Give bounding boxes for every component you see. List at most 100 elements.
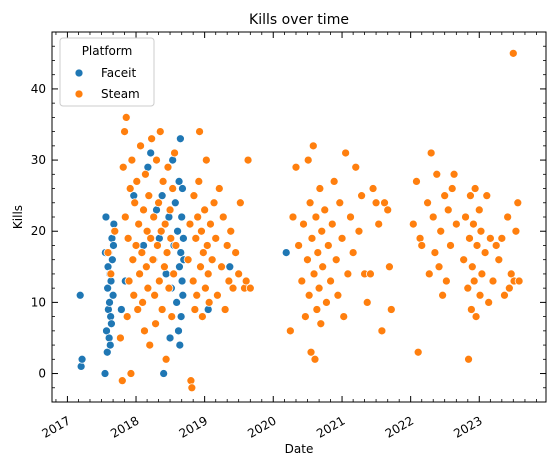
data-point xyxy=(146,233,156,243)
data-point xyxy=(234,269,244,279)
chart-title: Kills over time xyxy=(249,12,349,28)
data-point xyxy=(170,148,179,158)
data-point xyxy=(146,148,156,158)
data-point xyxy=(362,298,372,307)
data-point xyxy=(207,255,217,265)
data-point xyxy=(164,212,174,222)
data-point xyxy=(75,290,85,300)
data-point xyxy=(122,312,132,321)
data-point xyxy=(331,255,341,265)
data-point xyxy=(185,219,195,229)
legend-marker-steam xyxy=(74,89,84,99)
data-point xyxy=(100,369,110,378)
data-point xyxy=(129,191,139,201)
data-point xyxy=(459,255,469,265)
series-faceit xyxy=(75,134,291,378)
data-point xyxy=(480,248,490,257)
data-point xyxy=(198,312,207,321)
data-point xyxy=(466,191,475,201)
data-point xyxy=(172,298,182,307)
data-point xyxy=(176,312,186,321)
data-point xyxy=(488,276,498,286)
data-point xyxy=(160,262,169,272)
x-tick-label: 2022 xyxy=(383,413,416,440)
data-point xyxy=(165,205,175,215)
data-point xyxy=(169,269,178,279)
data-point xyxy=(154,233,164,243)
data-point xyxy=(136,141,145,151)
data-point xyxy=(243,155,253,165)
data-point xyxy=(174,177,184,186)
data-point xyxy=(186,376,196,386)
data-point xyxy=(316,319,326,329)
data-point xyxy=(503,212,513,222)
data-point xyxy=(426,148,436,158)
data-point xyxy=(339,312,349,321)
data-point xyxy=(241,276,251,286)
data-point xyxy=(209,198,219,208)
data-point xyxy=(514,276,524,286)
data-point xyxy=(408,219,418,229)
legend-label-steam: Steam xyxy=(101,87,140,101)
data-point xyxy=(140,326,149,336)
data-point xyxy=(77,354,87,364)
data-point xyxy=(121,113,131,122)
data-point xyxy=(126,369,136,378)
data-point xyxy=(494,255,504,265)
data-point xyxy=(511,226,521,236)
data-point xyxy=(149,212,159,222)
data-point xyxy=(441,276,451,286)
data-point xyxy=(171,241,181,250)
data-point xyxy=(333,290,343,300)
data-point xyxy=(440,191,450,201)
data-point xyxy=(415,233,425,243)
data-point xyxy=(327,219,337,229)
legend: Platform Faceit Steam xyxy=(59,37,155,107)
data-point xyxy=(173,226,182,236)
data-point xyxy=(307,233,317,243)
data-point xyxy=(346,212,355,222)
data-point xyxy=(163,162,173,172)
data-point xyxy=(162,248,172,257)
data-point xyxy=(193,212,203,222)
data-point xyxy=(211,233,221,243)
data-point xyxy=(144,191,154,201)
data-point xyxy=(202,241,212,250)
y-tick-label: 30 xyxy=(31,153,46,167)
data-point xyxy=(386,305,396,314)
data-point xyxy=(157,191,167,201)
data-point xyxy=(177,276,187,286)
data-point xyxy=(225,262,235,272)
data-point xyxy=(377,326,387,336)
data-point xyxy=(143,283,153,293)
plot-area xyxy=(75,48,524,393)
data-point xyxy=(214,184,224,193)
data-point xyxy=(168,155,178,165)
data-point xyxy=(161,354,171,364)
data-point xyxy=(123,233,133,243)
data-point xyxy=(217,262,226,272)
data-point xyxy=(218,212,228,222)
data-point xyxy=(430,248,440,257)
data-point xyxy=(464,354,473,364)
data-point xyxy=(371,198,381,208)
data-point xyxy=(291,162,301,172)
data-point xyxy=(309,269,319,279)
data-point xyxy=(190,305,200,314)
data-point xyxy=(428,212,438,222)
data-point xyxy=(108,290,118,300)
data-point xyxy=(323,241,333,250)
data-point xyxy=(154,276,164,286)
data-point xyxy=(310,354,320,364)
data-point xyxy=(101,212,111,222)
series-steam xyxy=(103,48,524,393)
data-point xyxy=(133,305,143,314)
data-point xyxy=(348,248,358,257)
data-point xyxy=(127,155,137,165)
data-point xyxy=(337,233,347,243)
data-point xyxy=(201,283,210,293)
data-point xyxy=(412,177,421,186)
data-point xyxy=(198,248,208,257)
data-point xyxy=(315,184,325,193)
data-point xyxy=(139,241,148,250)
